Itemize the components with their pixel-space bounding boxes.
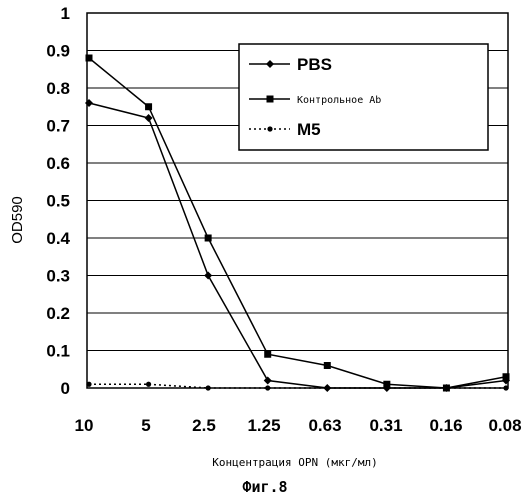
series-circle <box>86 382 508 391</box>
data-point-square <box>267 96 274 103</box>
x-tick-label: 0.31 <box>369 416 402 435</box>
data-point-diamond <box>145 114 153 122</box>
y-tick-label: 0.8 <box>46 79 70 98</box>
data-point-square <box>264 351 271 358</box>
legend-label: PBS <box>297 55 332 74</box>
data-point-square <box>324 362 331 369</box>
y-axis-ticks: 0 0.1 0.2 0.3 0.4 0.5 0.6 0.7 0.8 0.9 1 <box>46 4 70 398</box>
data-point-circle <box>444 385 449 390</box>
data-point-diamond <box>264 377 272 385</box>
legend-label: M5 <box>297 120 321 139</box>
y-tick-label: 0 <box>61 379 70 398</box>
y-tick-label: 0.2 <box>46 304 70 323</box>
data-point-square <box>205 235 212 242</box>
data-point-circle <box>267 126 272 131</box>
x-tick-label: 0.08 <box>488 416 521 435</box>
figure-caption: Фиг.8 <box>242 478 287 496</box>
data-point-diamond <box>204 272 212 280</box>
data-point-circle <box>86 382 91 387</box>
legend: PBS Контрольное Ab M5 <box>239 44 488 150</box>
x-tick-label: 5 <box>141 416 150 435</box>
x-tick-label: 2.5 <box>192 416 216 435</box>
data-point-square <box>503 373 510 380</box>
data-point-circle <box>265 385 270 390</box>
y-tick-label: 1 <box>61 4 70 23</box>
y-axis-label: OD590 <box>9 196 26 244</box>
data-point-circle <box>146 382 151 387</box>
y-tick-label: 0.7 <box>46 117 70 136</box>
y-tick-label: 0.3 <box>46 267 70 286</box>
x-tick-label: 0.63 <box>308 416 341 435</box>
data-point-circle <box>384 385 389 390</box>
y-tick-label: 0.5 <box>46 192 70 211</box>
y-tick-label: 0.1 <box>46 342 70 361</box>
x-tick-label: 10 <box>75 416 94 435</box>
x-tick-label: 0.16 <box>429 416 462 435</box>
data-point-diamond <box>85 99 93 107</box>
data-point-circle <box>503 385 508 390</box>
x-axis-ticks: 10 5 2.5 1.25 0.63 0.31 0.16 0.08 <box>75 416 522 435</box>
y-tick-label: 0.9 <box>46 42 70 61</box>
x-axis-label: Концентрация OPN (мкг/мл) <box>212 456 378 469</box>
data-point-circle <box>325 385 330 390</box>
x-tick-label: 1.25 <box>247 416 280 435</box>
data-point-square <box>86 55 93 62</box>
y-tick-label: 0.4 <box>46 229 70 248</box>
data-point-square <box>145 103 152 110</box>
data-point-circle <box>206 385 211 390</box>
legend-label: Контрольное Ab <box>297 95 381 106</box>
y-tick-label: 0.6 <box>46 154 70 173</box>
